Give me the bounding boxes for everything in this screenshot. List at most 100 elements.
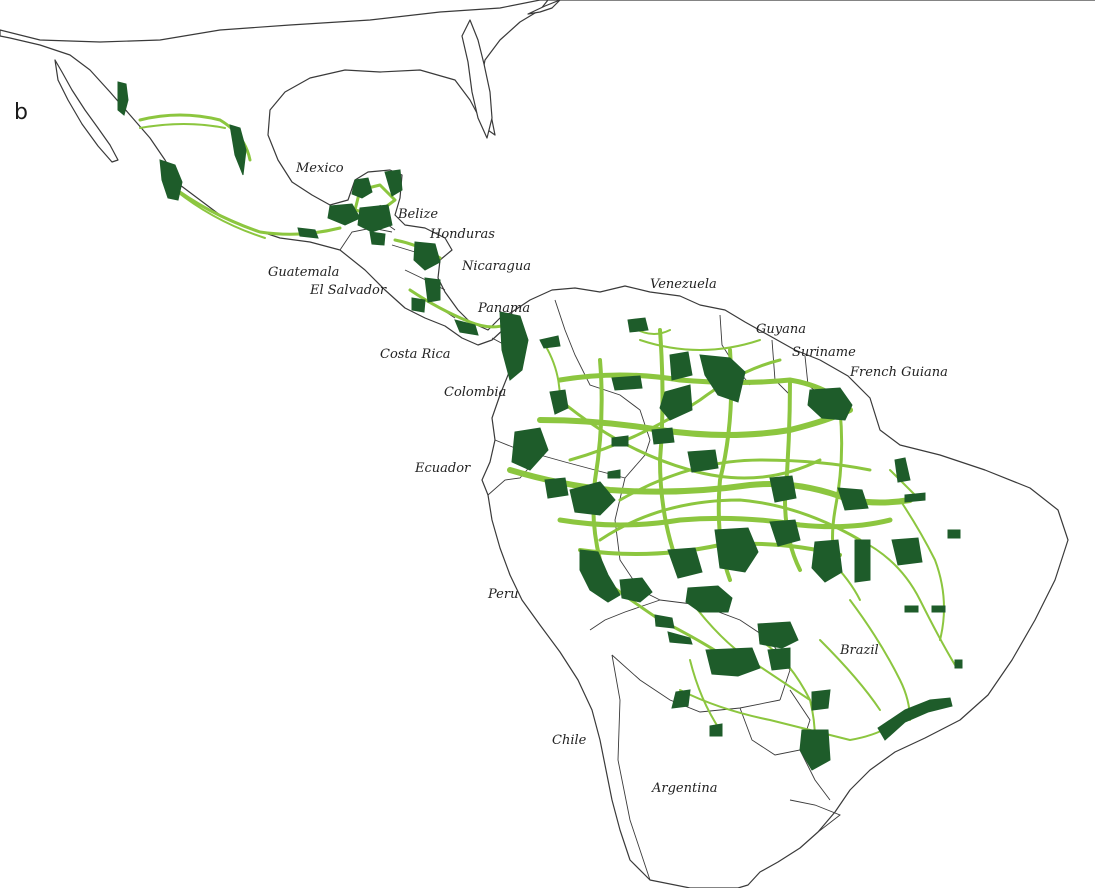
label-chile: Chile: [552, 733, 587, 748]
land-cuba: [527, 0, 561, 15]
core-nicaragua-1: [424, 277, 441, 303]
core-amazon-6: [837, 487, 869, 511]
core-amazon-8: [714, 527, 759, 573]
label-peru: Peru: [487, 587, 518, 602]
label-guyana: Guyana: [756, 322, 806, 337]
label-honduras: Honduras: [429, 227, 495, 242]
core-peru-4: [667, 631, 693, 645]
border-colombia-venezuela: [554, 299, 651, 441]
core-guiana: [807, 387, 853, 421]
core-nicaragua-2: [411, 297, 426, 313]
core-brazil-5: [954, 659, 963, 669]
core-amazon-17: [607, 469, 621, 479]
core-brazil-4: [931, 605, 946, 613]
land-florida: [461, 19, 493, 139]
core-bolivia-4: [705, 647, 761, 677]
label-mexico: Mexico: [295, 161, 344, 176]
core-mexico-4: [297, 227, 319, 239]
core-brazil-coast: [877, 697, 953, 741]
label-argentina: Argentina: [651, 781, 718, 796]
corridor-amazon-v1: [591, 358, 604, 562]
core-venezuela-4: [699, 354, 746, 403]
core-amazon-7: [894, 457, 911, 483]
border-argentina-brazil: [799, 749, 831, 801]
core-brazil-2: [799, 729, 831, 771]
label-belize: Belize: [397, 207, 438, 222]
core-panama: [499, 311, 529, 381]
core-peru-3: [654, 614, 675, 629]
core-amazon-5: [769, 475, 797, 503]
label-ecuador: Ecuador: [414, 461, 471, 476]
border-peru-bolivia: [589, 599, 661, 631]
label-french-guiana: French Guiana: [849, 365, 948, 380]
core-belize: [369, 231, 386, 246]
core-venezuela-2: [611, 375, 643, 391]
core-colombia-3: [511, 427, 549, 471]
label-guatemala: Guatemala: [268, 265, 339, 280]
border-paraguay: [739, 689, 811, 756]
corridor-amazon-main-2: [537, 407, 853, 438]
corridor-east-3: [849, 599, 911, 721]
corridor-amazon-d4: [598, 498, 862, 542]
core-amazon-1: [569, 481, 616, 516]
core-yucatan-4: [357, 204, 393, 233]
core-layer: [117, 81, 963, 771]
labels-layer: Mexico Belize Honduras Guatemala Nicarag…: [268, 161, 948, 796]
land-baja-california: [54, 59, 119, 163]
panel-label: b: [14, 100, 28, 125]
corridor-mexico-2: [139, 123, 226, 129]
core-amazon-4: [687, 449, 719, 473]
label-brazil: Brazil: [839, 643, 879, 658]
core-mexico-2: [229, 124, 247, 176]
corridor-amazon-main-4: [557, 515, 893, 530]
core-amazon-12: [891, 537, 923, 566]
label-suriname: Suriname: [792, 345, 856, 360]
core-amazon-3: [651, 427, 675, 445]
core-venezuela-3: [669, 351, 693, 381]
core-bolivia-2: [757, 621, 799, 649]
core-amazon-14: [904, 492, 926, 503]
border-chile-argentina: [611, 654, 651, 881]
core-amazon-15: [947, 529, 961, 539]
core-brazil-1: [811, 689, 831, 711]
core-brazil-3: [904, 605, 919, 613]
core-colombia-1: [539, 335, 561, 349]
core-peru-2: [619, 577, 653, 603]
label-venezuela: Venezuela: [650, 277, 717, 292]
corridor-central-coast: [408, 288, 507, 329]
label-panama: Panama: [477, 301, 530, 316]
corridor-amazon-d3: [618, 458, 872, 502]
corridor-east-2: [899, 499, 945, 641]
core-amazon-2: [544, 477, 569, 499]
core-honduras: [413, 241, 441, 271]
label-nicaragua: Nicaragua: [461, 259, 531, 274]
corridor-east-1: [859, 539, 956, 666]
corridor-south-3: [679, 689, 901, 741]
core-amazon-13: [667, 547, 703, 579]
core-bolivia-5: [671, 689, 691, 709]
corridor-south-4: [689, 659, 721, 731]
core-yucatan-2: [384, 169, 403, 197]
border-mexico-guatemala: [339, 227, 393, 251]
core-bolivia-1: [685, 585, 733, 613]
corridor-amazon-d2: [568, 358, 782, 462]
core-venezuela-1: [627, 317, 649, 333]
core-yucatan-3: [327, 203, 361, 226]
corridor-east-4: [819, 639, 881, 711]
core-costa-rica: [454, 319, 479, 336]
core-mexico-3: [159, 159, 183, 201]
core-peru-1: [579, 549, 621, 603]
core-amazon-10: [811, 539, 843, 583]
core-amazon-16: [611, 435, 629, 447]
border-uruguay: [789, 799, 841, 833]
core-amazon-9: [769, 519, 801, 547]
core-colombia-2: [549, 389, 569, 415]
core-venezuela-5: [659, 384, 693, 421]
core-mexico-1: [117, 81, 129, 116]
corridor-mexico-4: [174, 189, 266, 239]
core-bolivia-3: [767, 647, 791, 671]
corridor-amazon-d5: [639, 339, 761, 351]
core-yucatan-1: [351, 177, 373, 199]
